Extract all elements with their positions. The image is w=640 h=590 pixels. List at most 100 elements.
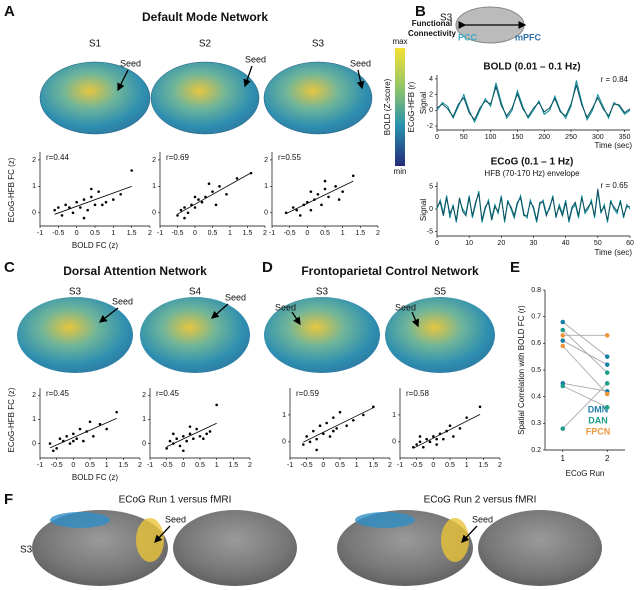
panel-label: D (262, 259, 273, 276)
r-label: r=0.55 (278, 153, 301, 162)
y-tick-label: 5 (429, 183, 433, 190)
data-point (448, 424, 452, 427)
plot-title: BOLD (0.01 – 0.1 Hz) (483, 62, 580, 73)
data-point (60, 214, 64, 217)
data-point (93, 203, 97, 207)
data-point (438, 432, 442, 436)
data-point (88, 420, 92, 424)
data-point (178, 444, 182, 448)
data-point (119, 192, 122, 196)
data-point (312, 429, 315, 433)
y-tick-label: 0 (392, 439, 396, 446)
data-point (320, 203, 323, 207)
data-point (604, 362, 610, 367)
x-tick-label: 2 (498, 462, 502, 469)
x-tick-label: 200 (538, 134, 550, 141)
y-tick-label: 2 (264, 157, 268, 164)
r-label: r=0.58 (406, 389, 429, 398)
data-point (323, 179, 327, 183)
data-point (55, 447, 58, 450)
data-point (323, 187, 327, 191)
time-series (436, 80, 631, 124)
x-tick-label: 1.5 (228, 462, 238, 469)
fit-line (54, 186, 132, 215)
data-point (176, 214, 179, 217)
data-point (115, 410, 118, 414)
pair-line (562, 329, 608, 373)
data-point (165, 447, 168, 450)
x-tick-label: 50 (594, 240, 602, 247)
data-point (412, 445, 415, 449)
data-point (604, 370, 610, 375)
data-point (79, 206, 82, 209)
data-point (418, 435, 422, 438)
data-point (341, 190, 344, 193)
data-point (560, 338, 566, 343)
x-tick-label: -0.5 (301, 462, 313, 469)
legend-entry: DMN (588, 404, 609, 414)
x-tick-label: 20 (497, 240, 505, 247)
x-tick-label: -1 (287, 462, 293, 469)
data-point (215, 403, 218, 407)
time-series (436, 83, 631, 121)
x-tick-label: -1 (157, 230, 163, 237)
seed-label: Seed (472, 514, 493, 524)
colorbar (395, 48, 405, 166)
data-point (422, 445, 425, 449)
data-point (82, 198, 86, 201)
legend-entry: DAN (588, 415, 608, 425)
data-point (560, 319, 566, 325)
data-point (305, 435, 308, 438)
y-tick-label: 0 (429, 206, 433, 213)
pair-line (562, 321, 608, 358)
data-point (328, 435, 332, 438)
x-tick-label: -1 (269, 230, 275, 237)
x-tick-label: 1 (355, 462, 359, 469)
data-point (309, 190, 313, 193)
fit-line (166, 422, 217, 448)
data-point (172, 432, 175, 436)
fit-line (49, 418, 117, 449)
colorbar-title: Functional (412, 19, 452, 28)
x-tick-label: 2 (248, 462, 252, 469)
x-axis-label: Time (sec) (595, 248, 633, 257)
data-point (325, 421, 328, 425)
panel-label: E (510, 259, 520, 276)
panel-title: ECoG Run 1 versus fMRI (119, 495, 232, 506)
data-point (68, 442, 72, 445)
seed-label: Seed (350, 58, 371, 68)
panel-title: Frontoparietal Control Network (301, 264, 479, 278)
data-point (318, 424, 322, 427)
data-point (205, 432, 208, 436)
fit-line (303, 407, 374, 443)
data-point (68, 206, 71, 209)
pair-line (562, 345, 608, 395)
seed-label: Seed (112, 296, 133, 306)
x-tick-label: 1 (215, 462, 219, 469)
y-tick-label: 2 (429, 91, 433, 98)
data-point (204, 195, 207, 199)
x-tick-label: 60 (626, 240, 634, 247)
x-tick-label: -0.5 (171, 230, 183, 237)
data-point (98, 422, 102, 426)
data-point (315, 448, 318, 452)
pair-line (562, 385, 608, 408)
x-tick-label: 0 (75, 230, 79, 237)
y-axis-label: ECoG-HFB FC (z) (7, 157, 16, 222)
data-point (200, 200, 204, 204)
data-point (308, 440, 312, 444)
x-tick-label: 1 (105, 462, 109, 469)
data-point (218, 185, 221, 188)
x-tick-label: 1 (561, 454, 566, 463)
x-tick-label: -1 (147, 462, 153, 469)
x-axis-label: ECoG Run (566, 469, 605, 478)
data-point (198, 434, 202, 438)
data-point (57, 206, 60, 209)
data-point (175, 437, 178, 440)
y-tick-label: 2 (32, 392, 36, 399)
x-tick-label: -1 (37, 462, 43, 469)
data-point (86, 208, 89, 212)
y-tick-label: 0.6 (531, 340, 541, 347)
data-point (104, 200, 108, 204)
data-point (195, 427, 198, 431)
